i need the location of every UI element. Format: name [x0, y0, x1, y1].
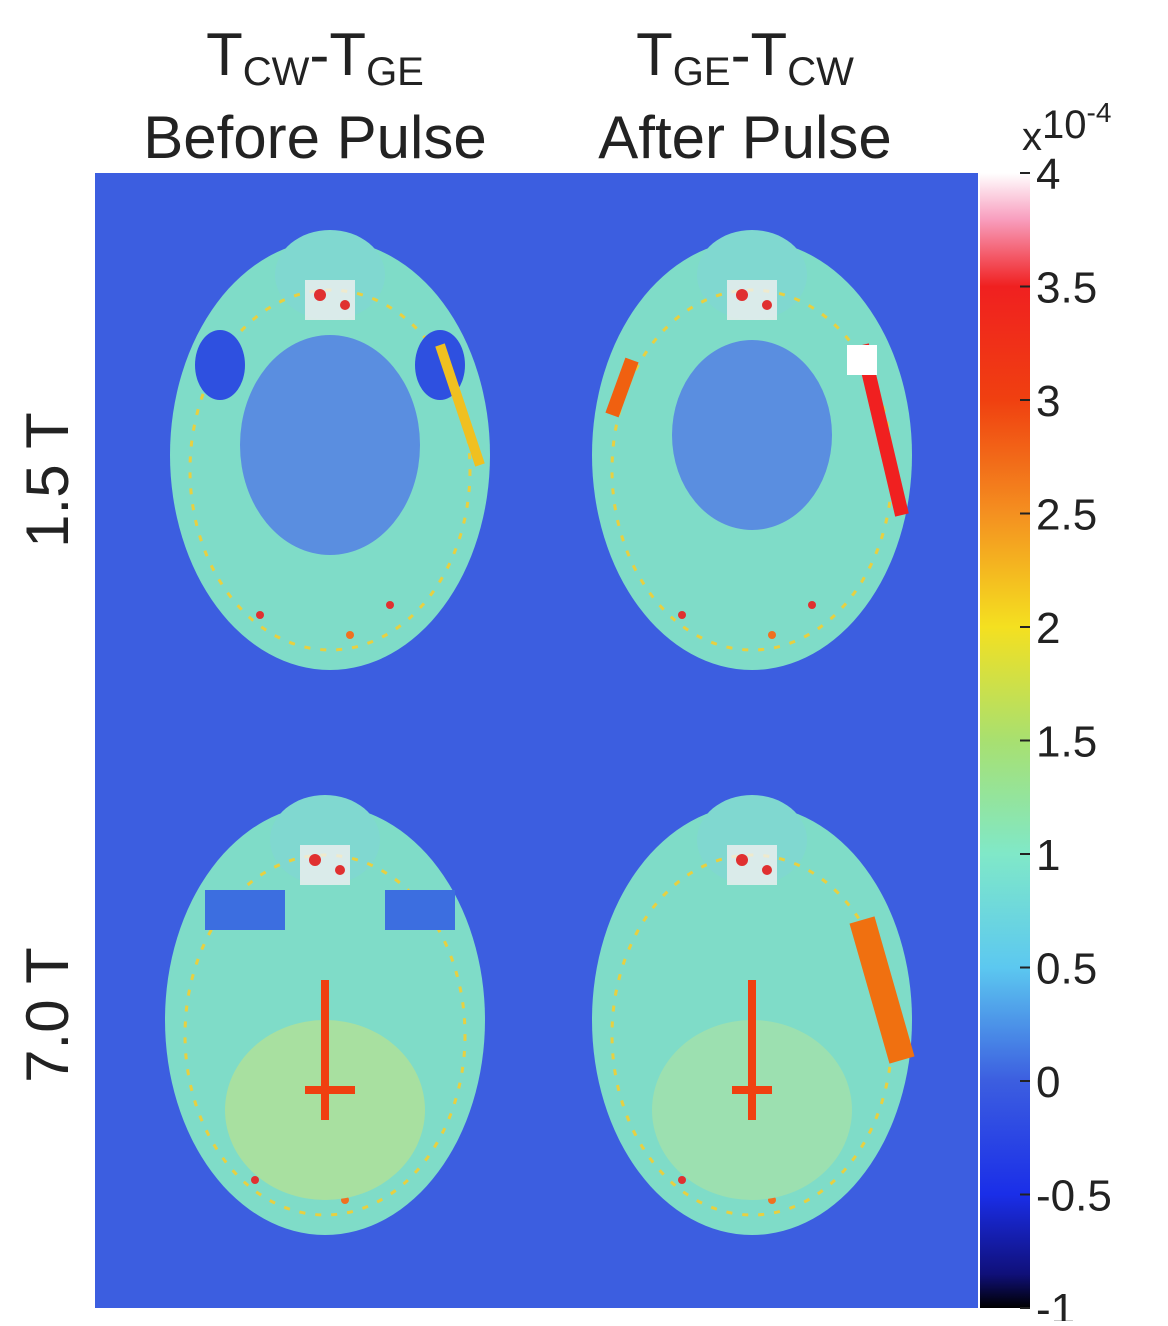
- subscript: CW: [787, 50, 854, 94]
- multiplier-exponent: -4: [1087, 97, 1112, 128]
- multiplier-base: 10: [1042, 103, 1087, 147]
- tick-label: 4: [1036, 150, 1060, 199]
- tick-label: 3.5: [1036, 264, 1097, 313]
- colorbar-multiplier: x10-4: [1022, 97, 1111, 159]
- tick-label: -1: [1036, 1285, 1075, 1321]
- column-subtitle: After Pulse: [598, 104, 891, 171]
- subscript: GE: [366, 50, 424, 94]
- multiplier: x: [1022, 115, 1042, 159]
- brain-map: [168, 228, 492, 672]
- row-label: 7.0 T: [14, 947, 81, 1083]
- tick-label: 1: [1036, 831, 1060, 880]
- brain-map: [590, 793, 915, 1237]
- tick-label: 1.5: [1036, 718, 1097, 767]
- tick-label: 0.5: [1036, 945, 1097, 994]
- title-part: T: [206, 21, 243, 88]
- row-label: 1.5 T: [14, 412, 81, 548]
- image-panels: [95, 173, 978, 1308]
- column-title: TCW-TGE: [206, 21, 424, 94]
- tick-label: 0: [1036, 1058, 1060, 1107]
- brain-map: [590, 228, 914, 672]
- column-title: TGE-TCW: [636, 21, 854, 94]
- title-part: -T: [309, 21, 366, 88]
- subscript: CW: [243, 50, 310, 94]
- title-part: -T: [731, 21, 788, 88]
- brain-map: [163, 793, 487, 1237]
- title-part: T: [636, 21, 673, 88]
- tick-label: 3: [1036, 377, 1060, 426]
- tick-label: 2: [1036, 604, 1060, 653]
- tick-label: 2.5: [1036, 491, 1097, 540]
- column-subtitle: Before Pulse: [143, 104, 487, 171]
- subscript: GE: [673, 50, 731, 94]
- tick-label: -0.5: [1036, 1172, 1112, 1221]
